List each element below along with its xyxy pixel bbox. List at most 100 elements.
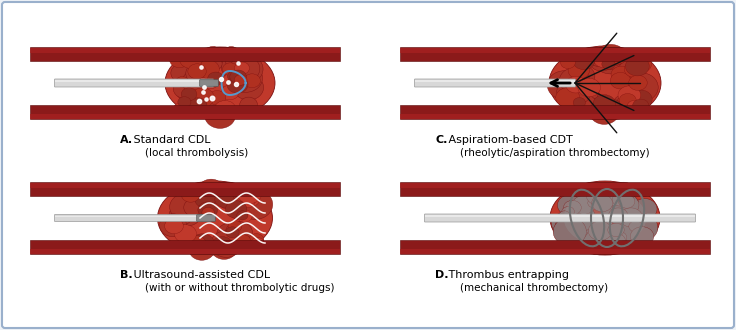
Ellipse shape [605, 233, 626, 250]
Ellipse shape [609, 100, 620, 109]
Ellipse shape [191, 88, 214, 107]
Ellipse shape [548, 71, 581, 100]
Ellipse shape [599, 231, 618, 247]
Ellipse shape [624, 73, 658, 102]
Ellipse shape [619, 208, 643, 227]
Text: Ultrasound-assisted CDL: Ultrasound-assisted CDL [130, 270, 270, 280]
Ellipse shape [550, 181, 660, 255]
Bar [400, 49, 710, 53]
Ellipse shape [587, 185, 610, 205]
Ellipse shape [178, 97, 191, 107]
Ellipse shape [181, 93, 205, 113]
Ellipse shape [601, 207, 612, 217]
Ellipse shape [215, 192, 234, 208]
Bar [55, 80, 213, 82]
Ellipse shape [619, 93, 636, 108]
Ellipse shape [197, 104, 213, 117]
Ellipse shape [188, 98, 207, 113]
Ellipse shape [200, 73, 219, 89]
Ellipse shape [608, 223, 624, 237]
Ellipse shape [173, 79, 196, 98]
Ellipse shape [574, 95, 597, 115]
Ellipse shape [188, 64, 206, 79]
Ellipse shape [243, 193, 260, 206]
Ellipse shape [227, 71, 240, 82]
Ellipse shape [225, 221, 252, 245]
Ellipse shape [184, 199, 205, 216]
Ellipse shape [226, 195, 249, 214]
Ellipse shape [185, 62, 213, 85]
Ellipse shape [189, 238, 215, 260]
Ellipse shape [632, 99, 649, 113]
Ellipse shape [629, 75, 647, 90]
Bar [30, 114, 340, 119]
Ellipse shape [226, 192, 259, 220]
Ellipse shape [198, 179, 224, 202]
Ellipse shape [235, 235, 251, 248]
Bar [30, 249, 340, 254]
FancyBboxPatch shape [425, 214, 696, 222]
Bar [400, 249, 710, 254]
Ellipse shape [624, 213, 658, 242]
Ellipse shape [593, 95, 615, 113]
Ellipse shape [179, 199, 205, 222]
Text: Standard CDL: Standard CDL [130, 135, 210, 145]
Ellipse shape [608, 208, 628, 224]
Ellipse shape [564, 200, 581, 215]
Ellipse shape [557, 82, 579, 101]
Ellipse shape [587, 238, 607, 255]
Ellipse shape [226, 49, 256, 75]
Ellipse shape [240, 97, 258, 112]
Ellipse shape [219, 52, 244, 72]
Bar [400, 182, 710, 196]
Ellipse shape [244, 74, 261, 88]
Ellipse shape [570, 65, 595, 87]
Ellipse shape [619, 222, 642, 242]
Ellipse shape [234, 75, 247, 85]
Ellipse shape [568, 62, 590, 79]
Ellipse shape [216, 187, 243, 209]
Ellipse shape [222, 63, 238, 76]
Ellipse shape [566, 83, 590, 104]
Ellipse shape [208, 72, 224, 85]
Ellipse shape [229, 64, 263, 92]
Ellipse shape [205, 102, 236, 128]
Bar [30, 182, 340, 196]
Ellipse shape [618, 212, 639, 230]
Ellipse shape [571, 82, 598, 105]
Ellipse shape [564, 190, 646, 246]
Ellipse shape [215, 236, 234, 252]
Ellipse shape [573, 196, 595, 214]
Bar [400, 47, 710, 61]
Ellipse shape [210, 231, 242, 257]
Text: C.: C. [435, 135, 447, 145]
Ellipse shape [174, 199, 197, 218]
Ellipse shape [160, 214, 186, 237]
Text: D.: D. [435, 270, 448, 280]
Ellipse shape [173, 201, 202, 226]
Ellipse shape [169, 194, 201, 220]
Ellipse shape [609, 50, 626, 64]
Ellipse shape [566, 76, 586, 93]
Ellipse shape [213, 237, 232, 253]
Ellipse shape [573, 51, 595, 70]
Text: B.: B. [120, 270, 132, 280]
Ellipse shape [592, 195, 612, 212]
FancyBboxPatch shape [199, 80, 219, 86]
Ellipse shape [572, 188, 592, 205]
Ellipse shape [214, 101, 236, 118]
Ellipse shape [616, 60, 633, 75]
Ellipse shape [217, 183, 238, 201]
Ellipse shape [573, 226, 601, 250]
Ellipse shape [631, 55, 651, 72]
Ellipse shape [206, 57, 222, 71]
Ellipse shape [574, 218, 598, 239]
Ellipse shape [630, 227, 654, 246]
Ellipse shape [591, 103, 604, 114]
Ellipse shape [620, 100, 632, 110]
Ellipse shape [173, 103, 188, 115]
Ellipse shape [604, 234, 623, 249]
FancyBboxPatch shape [54, 79, 213, 87]
Ellipse shape [169, 205, 193, 225]
Ellipse shape [174, 225, 197, 243]
